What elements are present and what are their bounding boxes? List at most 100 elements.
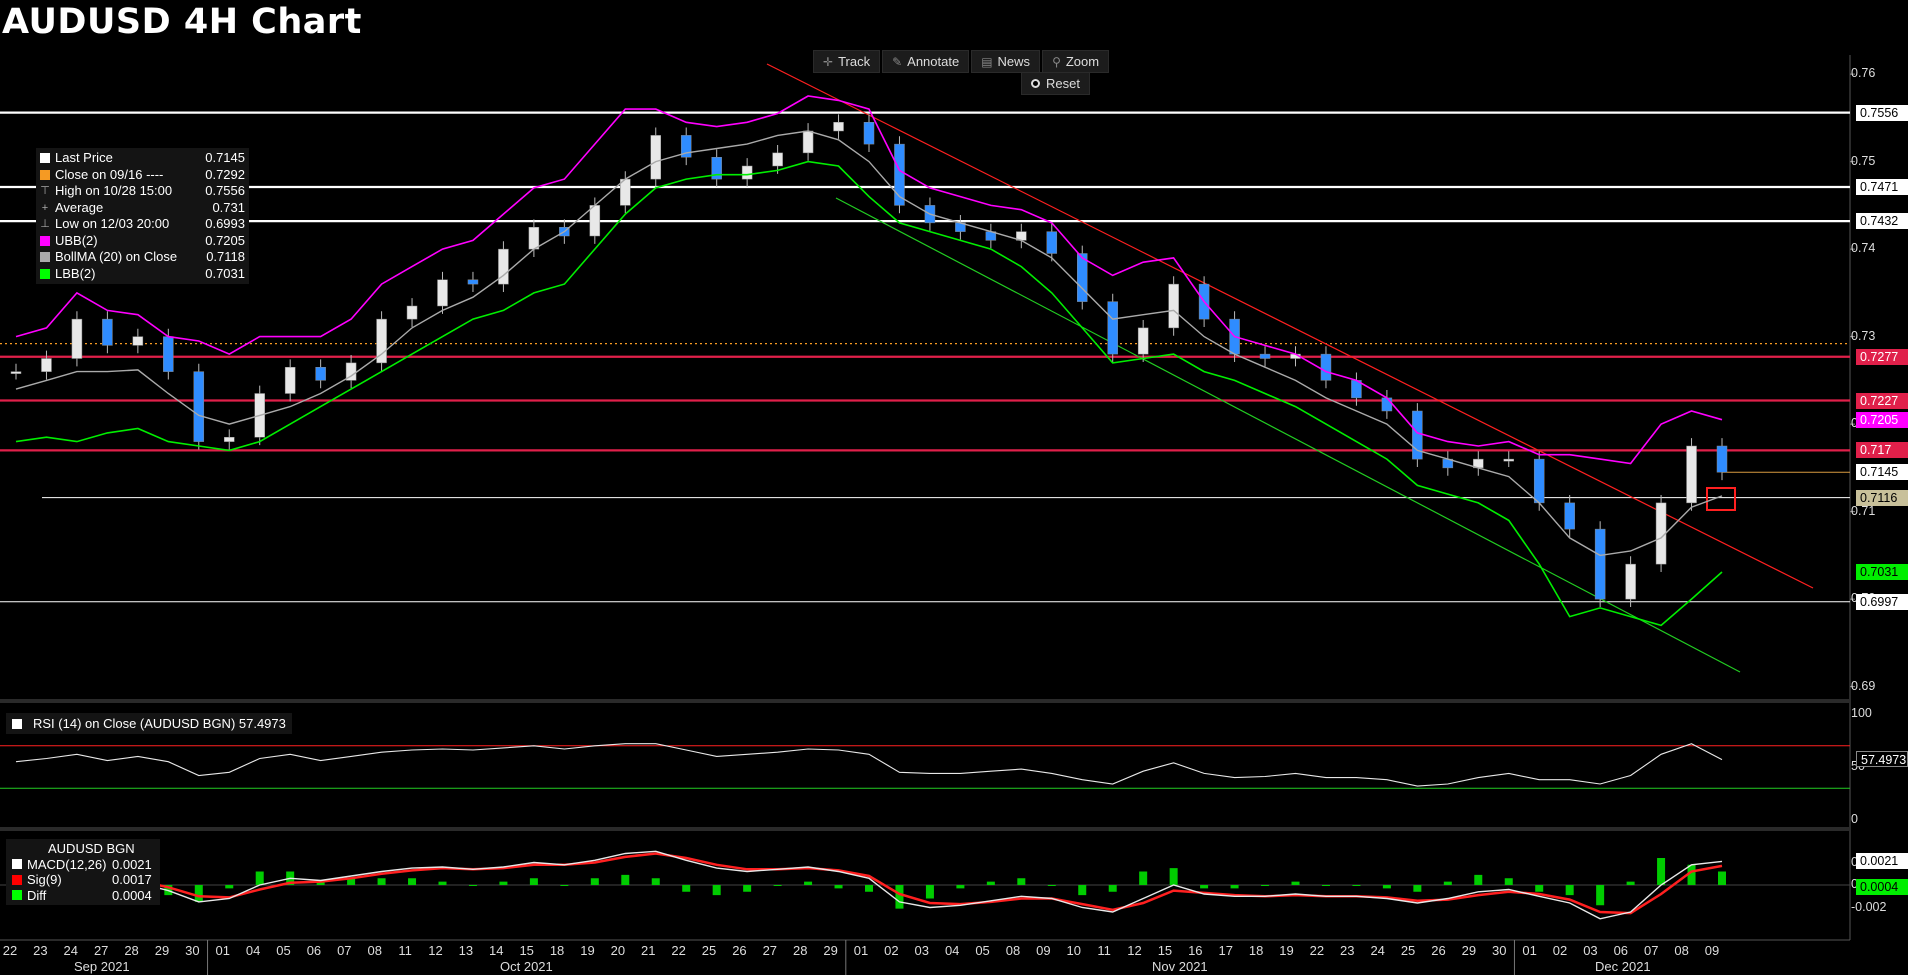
- macd-legend-title: AUDUSD BGN: [48, 841, 135, 856]
- macd-diff-bar: [590, 878, 599, 885]
- macd-diff-bar: [1230, 885, 1239, 889]
- x-tick-label: 28: [124, 943, 139, 958]
- macd-diff-bar: [1108, 885, 1117, 892]
- x-tick-label: 26: [1431, 943, 1446, 958]
- macd-diff-bar: [986, 881, 995, 885]
- x-tick-label: 10: [1066, 943, 1081, 958]
- candle-body: [802, 130, 814, 154]
- macd-legend-row[interactable]: MACD(12,26) 0.0021: [12, 857, 154, 873]
- macd-tag: 0.0004: [1856, 878, 1908, 895]
- legend-swatch: [40, 252, 50, 263]
- legend-label: BollMA (20) on Close: [55, 249, 178, 264]
- macd-legend-row[interactable]: Sig(9) 0.0017: [12, 872, 154, 888]
- rsi-legend[interactable]: RSI (14) on Close (AUDUSD BGN) 57.4973: [6, 713, 292, 734]
- rsi-tick-label: 100: [1851, 706, 1872, 720]
- month-label: Dec 2021: [1595, 959, 1651, 974]
- toolbar-button-label: Track: [838, 54, 871, 69]
- legend-row[interactable]: ⊥ Low on 12/03 20:00 0.6993: [40, 216, 245, 233]
- macd-legend[interactable]: AUDUSD BGN MACD(12,26) 0.0021 Sig(9) 0.0017…: [6, 839, 160, 905]
- macd-tick-label: 0: [1851, 877, 1858, 891]
- x-tick-label: 02: [884, 943, 899, 958]
- macd-diff-bar: [621, 874, 630, 885]
- candle-body: [193, 371, 205, 442]
- legend-row[interactable]: Last Price 0.7145: [40, 150, 245, 167]
- legend-row[interactable]: Close on 09/16 ---- 0.7292: [40, 167, 245, 184]
- macd-diff-bar: [560, 885, 569, 886]
- x-tick-label: 03: [914, 943, 930, 958]
- macd-diff-bar: [377, 878, 386, 885]
- legend-value: 0.7145: [205, 150, 245, 165]
- x-tick-label: 29: [1461, 943, 1477, 958]
- legend-row[interactable]: LBB(2) 0.7031: [40, 266, 245, 283]
- macd-line: [15, 850, 1723, 920]
- macd-diff-bar: [1169, 868, 1178, 885]
- macd-diff-bar: [1047, 885, 1056, 886]
- x-tick-label: 30: [1492, 943, 1507, 958]
- candle-body: [1594, 528, 1606, 600]
- x-tick-label: 30: [185, 943, 200, 958]
- legend-value: 0.7031: [205, 265, 245, 281]
- x-tick-label: 29: [823, 943, 838, 958]
- macd-diff-bar: [1017, 878, 1026, 885]
- macd-diff-bar: [1474, 874, 1483, 885]
- trendline-green: [835, 197, 1741, 673]
- x-tick-label: 07: [1643, 943, 1659, 958]
- price-legend[interactable]: Last Price 0.7145 Close on 09/16 ---- 0.729…: [36, 148, 249, 284]
- x-tick-label: 04: [944, 943, 960, 958]
- x-tick-label: 27: [762, 943, 778, 958]
- x-tick-label: 14: [489, 943, 504, 958]
- macd-legend-value: 0.0021: [112, 856, 152, 872]
- month-label: Oct 2021: [500, 959, 553, 974]
- y-tick-label: 0.71: [1851, 503, 1876, 518]
- legend-row[interactable]: ⊤ High on 10/28 15:00 0.7556: [40, 183, 245, 200]
- candle-body: [650, 135, 661, 180]
- candle-body: [1716, 445, 1728, 473]
- x-tick-label: 08: [367, 943, 382, 958]
- macd-legend-swatch: [12, 890, 22, 901]
- macd-legend-row[interactable]: Diff 0.0004: [12, 888, 154, 904]
- x-tick-label: 22: [1309, 943, 1325, 958]
- macd-diff-bar: [438, 881, 447, 885]
- legend-label: Last Price: [55, 150, 113, 165]
- price-tag: 0.7277: [1856, 348, 1908, 365]
- macd-diff-bar: [804, 881, 813, 885]
- macd-diff-bar: [1139, 871, 1148, 885]
- y-tick-label: 0.69: [1851, 678, 1876, 693]
- legend-label: LBB(2): [55, 265, 96, 281]
- legend-row[interactable]: UBB(2) 0.7205: [40, 233, 245, 250]
- legend-row[interactable]: + Average 0.731: [40, 200, 245, 217]
- legend-value: 0.6993: [205, 216, 245, 231]
- x-tick-label: 22: [671, 943, 686, 958]
- macd-diff-bar: [347, 878, 356, 885]
- x-tick-label: 24: [1370, 943, 1385, 958]
- macd-diff-bar: [1321, 885, 1330, 886]
- price-tag: 0.717: [1856, 442, 1908, 459]
- legend-row[interactable]: BollMA (20) on Close 0.7118: [40, 249, 245, 266]
- candle-body: [833, 122, 844, 132]
- macd-diff-bar: [682, 885, 691, 892]
- candle-body: [1625, 563, 1636, 600]
- macd-diff-bar: [255, 871, 264, 885]
- trendline-red: [766, 63, 1814, 589]
- y-tick-label: 0.76: [1851, 66, 1876, 81]
- candle-body: [284, 367, 296, 394]
- candle-body: [528, 227, 540, 250]
- candle-body: [467, 279, 479, 285]
- candle-body: [1259, 353, 1271, 359]
- x-tick-label: 27: [93, 943, 109, 958]
- chart-toolbar: ✛ Track ✎ Annotate ▤ News ⚲ Zoom: [813, 50, 1110, 73]
- candle-body: [376, 318, 387, 364]
- macd-diff-bar: [1382, 885, 1391, 889]
- toolbar-button-news[interactable]: ▤ News: [971, 50, 1041, 73]
- candle-body: [437, 279, 448, 307]
- x-tick-label: 09: [1036, 943, 1051, 958]
- toolbar-button-zoom[interactable]: ⚲ Zoom: [1042, 50, 1110, 73]
- x-tick-label: 01: [853, 943, 869, 958]
- x-tick-label: 28: [792, 943, 808, 958]
- reset-button[interactable]: Reset: [1021, 72, 1090, 95]
- toolbar-button-annotate[interactable]: ✎ Annotate: [882, 50, 970, 73]
- toolbar-button-label: Zoom: [1065, 54, 1100, 69]
- ubb-line: [15, 95, 1723, 465]
- toolbar-button-track[interactable]: ✛ Track: [813, 50, 881, 73]
